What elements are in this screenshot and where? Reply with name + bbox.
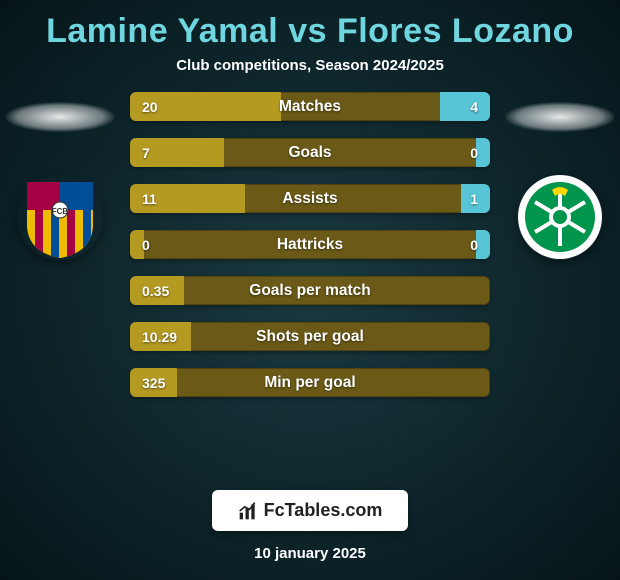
stat-metric-label: Goals per match bbox=[130, 282, 490, 300]
player-left-column: FCB bbox=[0, 92, 120, 260]
club-crest-right bbox=[517, 174, 603, 260]
comparison-title: Lamine Yamal vs Flores Lozano bbox=[0, 0, 620, 57]
stat-metric-label: Min per goal bbox=[130, 374, 490, 392]
player-left-silhouette bbox=[5, 102, 115, 132]
comparison-body: FCB 204Matches 70Goals 111Assists 00Hattric… bbox=[0, 92, 620, 452]
comparison-subtitle: Club competitions, Season 2024/2025 bbox=[0, 57, 620, 74]
svg-text:FCB: FCB bbox=[52, 207, 69, 216]
player-right-column bbox=[500, 92, 620, 260]
stat-metric-label: Hattricks bbox=[130, 236, 490, 254]
player-right-silhouette bbox=[505, 102, 615, 132]
generation-date: 10 january 2025 bbox=[254, 545, 366, 562]
stats-table: 204Matches 70Goals 111Assists 00Hattricks 0.… bbox=[130, 92, 490, 397]
stat-row: 204Matches bbox=[130, 92, 490, 121]
brand-chart-icon bbox=[238, 501, 258, 521]
stat-metric-label: Goals bbox=[130, 144, 490, 162]
stat-row: 0.35Goals per match bbox=[130, 276, 490, 305]
stat-row: 111Assists bbox=[130, 184, 490, 213]
stat-metric-label: Shots per goal bbox=[130, 328, 490, 346]
stat-row: 00Hattricks bbox=[130, 230, 490, 259]
stat-metric-label: Assists bbox=[130, 190, 490, 208]
footer: FcTables.com 10 january 2025 bbox=[0, 490, 620, 562]
stat-metric-label: Matches bbox=[130, 98, 490, 116]
brand-badge: FcTables.com bbox=[212, 490, 409, 531]
club-crest-left: FCB bbox=[17, 174, 103, 260]
brand-text: FcTables.com bbox=[264, 500, 383, 521]
stat-row: 70Goals bbox=[130, 138, 490, 167]
stat-row: 325Min per goal bbox=[130, 368, 490, 397]
stat-row: 10.29Shots per goal bbox=[130, 322, 490, 351]
